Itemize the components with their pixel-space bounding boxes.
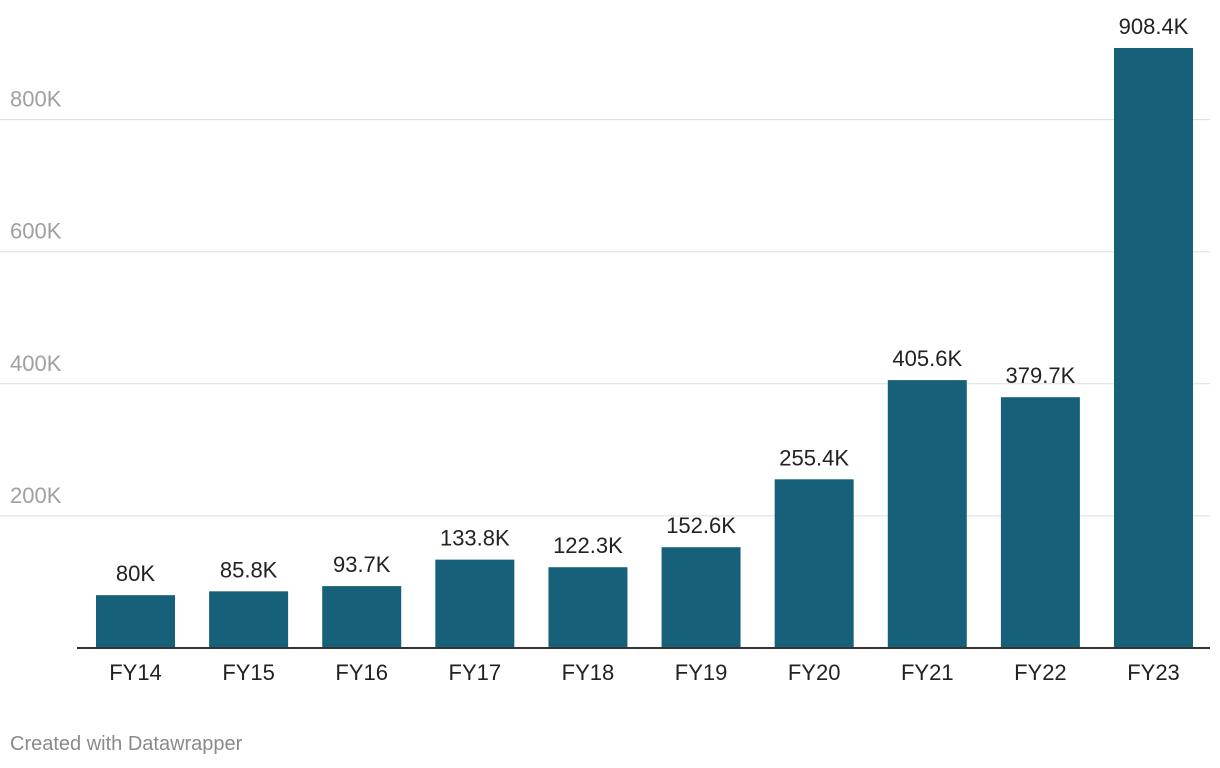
bar-FY16: [322, 586, 402, 648]
data-label-FY20: 255.4K: [779, 445, 849, 470]
x-tick-label-FY17: FY17: [449, 660, 502, 685]
y-tick-label: 600K: [10, 219, 62, 244]
y-tick-label: 800K: [10, 87, 62, 112]
data-label-FY22: 379.7K: [1006, 363, 1076, 388]
x-tick-label-FY21: FY21: [901, 660, 954, 685]
credit-text: Created with Datawrapper: [10, 733, 243, 755]
bar-FY19: [661, 547, 741, 648]
data-label-FY21: 405.6K: [892, 346, 962, 371]
x-tick-label-FY19: FY19: [675, 660, 728, 685]
data-label-FY14: 80K: [116, 561, 155, 586]
bar-FY18: [548, 567, 628, 648]
x-tick-label-FY15: FY15: [222, 660, 275, 685]
bar-FY21: [887, 380, 967, 648]
data-label-FY15: 85.8K: [220, 557, 278, 582]
x-tick-label-FY16: FY16: [335, 660, 388, 685]
data-label-FY17: 133.8K: [440, 526, 510, 551]
bar-FY14: [96, 595, 175, 648]
bar-FY17: [435, 559, 515, 648]
bar-FY20: [774, 479, 854, 648]
bar-FY23: [1114, 48, 1193, 648]
x-tick-label-FY23: FY23: [1127, 660, 1180, 685]
bar-FY15: [209, 591, 289, 648]
x-tick-label-FY22: FY22: [1014, 660, 1067, 685]
data-labels: 80K 85.8K 93.7K 133.8K 122.3K 152.6K 255.4K 405…: [116, 14, 1189, 586]
data-label-FY19: 152.6K: [666, 513, 736, 538]
grid-lines: 200K 400K 600K 800K: [0, 87, 1210, 517]
x-tick-label-FY20: FY20: [788, 660, 841, 685]
y-tick-label: 400K: [10, 351, 62, 376]
data-label-FY23: 908.4K: [1119, 14, 1189, 39]
x-axis: FY14 FY15 FY16 FY17 FY18 FY19 FY20 FY21 FY22 FY23: [109, 660, 1180, 685]
x-tick-label-FY14: FY14: [109, 660, 162, 685]
bar-FY22: [1000, 397, 1080, 648]
data-label-FY18: 122.3K: [553, 533, 623, 558]
data-label-FY16: 93.7K: [333, 552, 391, 577]
y-tick-label: 200K: [10, 483, 62, 508]
x-tick-label-FY18: FY18: [562, 660, 615, 685]
bars: [96, 48, 1193, 648]
